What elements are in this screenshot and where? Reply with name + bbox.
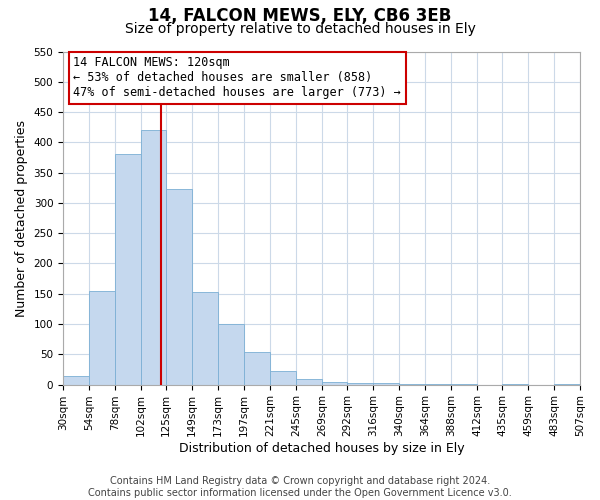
Text: 14, FALCON MEWS, ELY, CB6 3EB: 14, FALCON MEWS, ELY, CB6 3EB xyxy=(148,8,452,26)
Bar xyxy=(166,189,192,384)
Bar xyxy=(218,324,244,384)
Text: Size of property relative to detached houses in Ely: Size of property relative to detached ho… xyxy=(125,22,475,36)
Bar xyxy=(115,154,141,384)
Bar xyxy=(63,376,89,384)
Text: 14 FALCON MEWS: 120sqm
← 53% of detached houses are smaller (858)
47% of semi-de: 14 FALCON MEWS: 120sqm ← 53% of detached… xyxy=(73,56,401,100)
Bar xyxy=(141,130,166,384)
X-axis label: Distribution of detached houses by size in Ely: Distribution of detached houses by size … xyxy=(179,442,464,455)
Bar xyxy=(296,378,322,384)
Bar xyxy=(322,382,347,384)
Bar xyxy=(270,372,296,384)
Bar xyxy=(192,292,218,384)
Text: Contains HM Land Registry data © Crown copyright and database right 2024.
Contai: Contains HM Land Registry data © Crown c… xyxy=(88,476,512,498)
Y-axis label: Number of detached properties: Number of detached properties xyxy=(15,120,28,316)
Bar xyxy=(89,290,115,384)
Bar xyxy=(244,352,270,384)
